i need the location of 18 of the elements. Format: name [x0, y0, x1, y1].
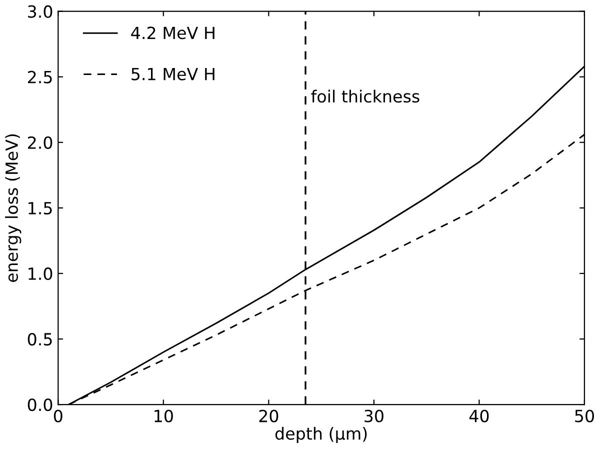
y-tick-label: 1.0: [28, 267, 52, 280]
x-tick-label: 10: [154, 410, 173, 422]
y-tick-label: 2.5: [28, 70, 52, 84]
y-axis-title: energy loss (MeV): [5, 134, 22, 282]
y-tick-label: 3.0: [28, 5, 52, 18]
x-tick-label: 0: [54, 410, 62, 422]
legend-label: 4.2 MeV H: [131, 26, 214, 40]
ref-line-label: foil thickness: [311, 90, 420, 103]
y-tick-label: 0.5: [28, 332, 52, 346]
legend-label: 5.1 MeV H: [132, 68, 214, 80]
x-axis-title: depth (μm): [275, 426, 367, 444]
x-tick-label: 20: [259, 410, 278, 422]
y-tick-label: 2.0: [28, 136, 52, 149]
x-tick-label: 30: [364, 410, 384, 422]
y-tick-label: 1.5: [28, 202, 52, 214]
y-tick-label: 0.0: [28, 398, 52, 412]
x-tick-label: 40: [469, 410, 489, 422]
x-tick-label: 50: [575, 410, 594, 422]
